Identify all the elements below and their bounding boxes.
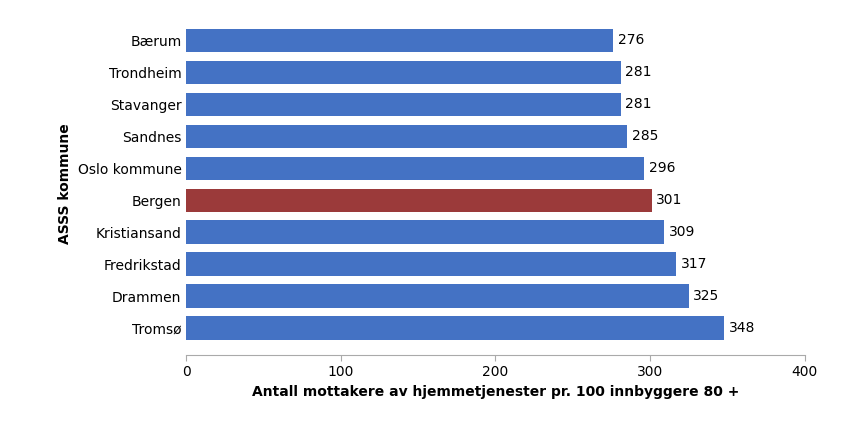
Text: 296: 296 <box>649 161 675 175</box>
Text: 281: 281 <box>625 65 652 79</box>
Text: 325: 325 <box>694 289 720 303</box>
Bar <box>186 156 644 180</box>
Text: 309: 309 <box>668 225 695 239</box>
Text: 276: 276 <box>617 33 644 47</box>
Bar <box>186 188 651 212</box>
X-axis label: Antall mottakere av hjemmetjenester pr. 100 innbyggere 80 +: Antall mottakere av hjemmetjenester pr. … <box>252 385 739 399</box>
Bar <box>186 284 689 307</box>
Text: 348: 348 <box>729 321 756 335</box>
Text: 285: 285 <box>632 129 658 143</box>
Text: 281: 281 <box>625 97 652 111</box>
Y-axis label: ASSS kommune: ASSS kommune <box>58 124 72 244</box>
Text: 317: 317 <box>681 257 707 271</box>
Bar <box>186 220 664 243</box>
Bar <box>186 317 724 339</box>
Bar <box>186 252 677 275</box>
Bar <box>186 125 627 148</box>
Bar <box>186 61 621 84</box>
Text: 301: 301 <box>656 193 683 207</box>
Bar <box>186 29 613 52</box>
Bar <box>186 93 621 116</box>
